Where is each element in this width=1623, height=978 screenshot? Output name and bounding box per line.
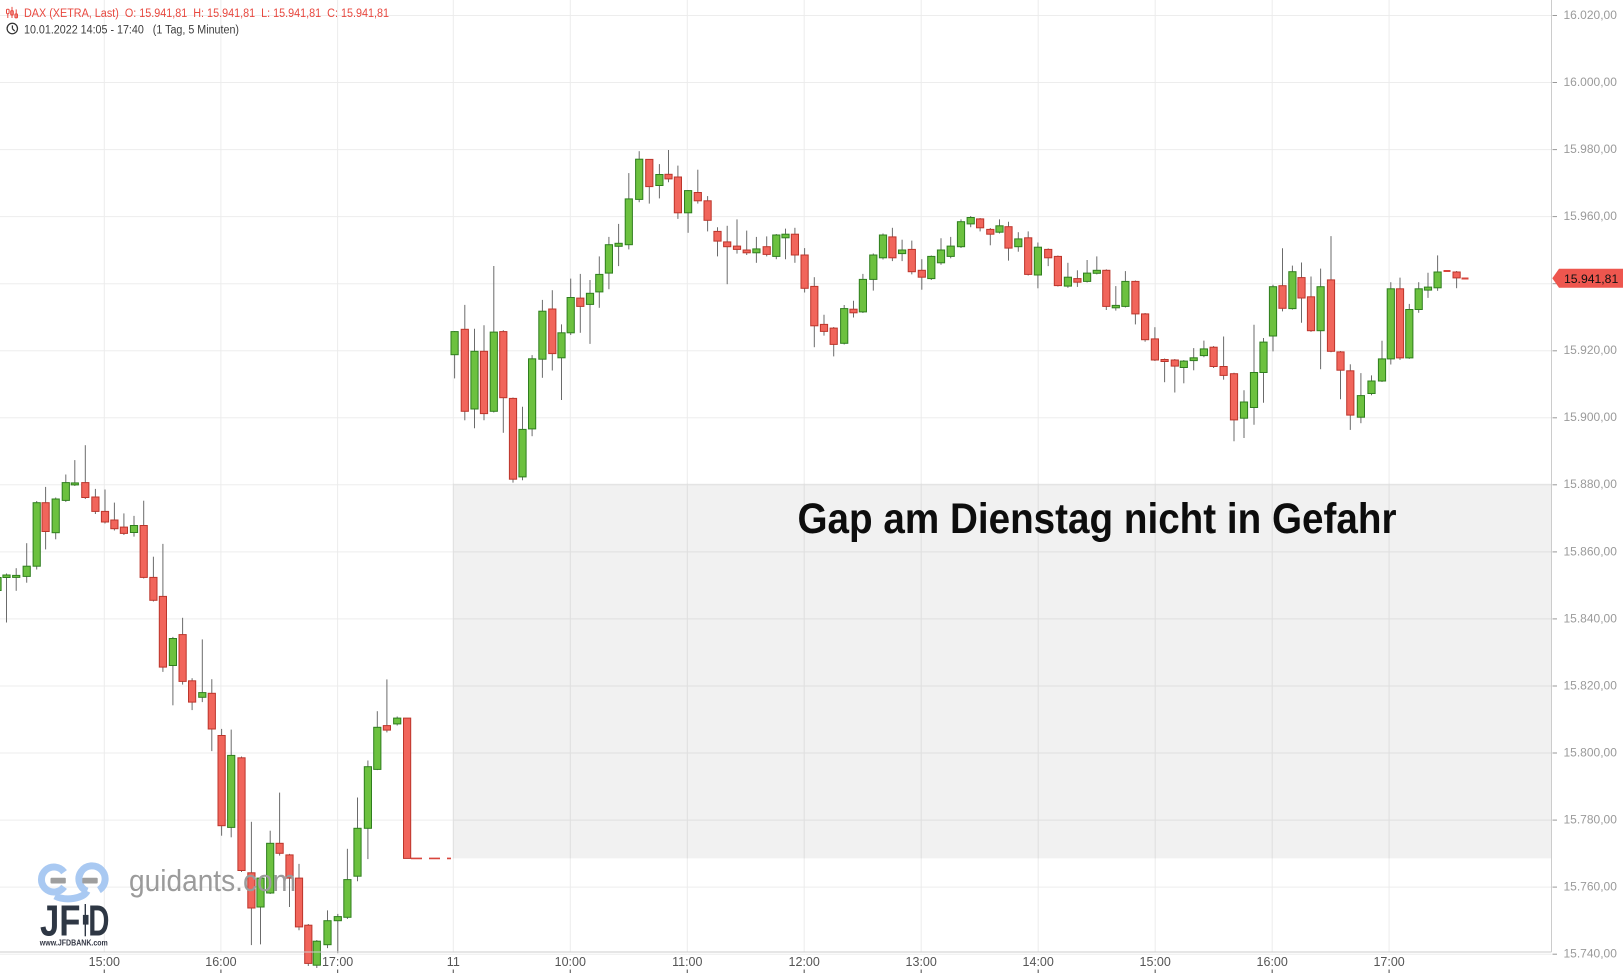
svg-text:15.820,00: 15.820,00	[1564, 678, 1618, 692]
svg-text:15.860,00: 15.860,00	[1564, 544, 1618, 558]
svg-text:Gap am Dienstag nicht in Gefah: Gap am Dienstag nicht in Gefahr	[798, 495, 1397, 543]
svg-text:15.840,00: 15.840,00	[1564, 611, 1618, 625]
svg-text:15.760,00: 15.760,00	[1564, 880, 1618, 894]
svg-text:www.JFDBANK.com: www.JFDBANK.com	[39, 939, 108, 948]
svg-text:16.000,00: 16.000,00	[1564, 75, 1618, 89]
svg-text:guidants.com: guidants.com	[129, 863, 296, 898]
svg-text:15:00: 15:00	[1140, 955, 1171, 969]
svg-text:15.920,00: 15.920,00	[1564, 343, 1618, 357]
svg-text:D: D	[88, 897, 109, 946]
svg-text:15.800,00: 15.800,00	[1564, 745, 1618, 759]
svg-text:15.980,00: 15.980,00	[1564, 142, 1618, 156]
svg-text:JF: JF	[40, 897, 81, 946]
svg-text:DAX (XETRA, Last) O: 15.941,8: DAX (XETRA, Last) O: 15.941,81 H: 15.941…	[24, 8, 389, 20]
svg-text:17:00: 17:00	[1373, 955, 1404, 969]
svg-text:16.020,00: 16.020,00	[1564, 8, 1618, 22]
svg-text:15.780,00: 15.780,00	[1564, 813, 1618, 827]
svg-text:10.01.2022 14:05 - 17:40 (1: 10.01.2022 14:05 - 17:40 (1 Tag, 5 Minut…	[24, 24, 239, 36]
svg-text:10:00: 10:00	[555, 955, 586, 969]
svg-text:15.941,81: 15.941,81	[1564, 272, 1618, 286]
svg-text:11:00: 11:00	[672, 955, 702, 969]
svg-text:16:00: 16:00	[1257, 955, 1288, 969]
svg-text:13:00: 13:00	[906, 955, 937, 969]
svg-text:11: 11	[447, 955, 460, 969]
svg-text:12:00: 12:00	[789, 955, 820, 969]
svg-text:15.740,00: 15.740,00	[1564, 947, 1618, 961]
svg-text:14:00: 14:00	[1023, 955, 1054, 969]
svg-text:16:00: 16:00	[205, 955, 236, 969]
svg-text:17:00: 17:00	[322, 955, 353, 969]
svg-text:15.960,00: 15.960,00	[1564, 209, 1618, 223]
svg-text:15.880,00: 15.880,00	[1564, 477, 1618, 491]
svg-text:15.900,00: 15.900,00	[1564, 410, 1618, 424]
svg-text:15:00: 15:00	[89, 955, 120, 969]
